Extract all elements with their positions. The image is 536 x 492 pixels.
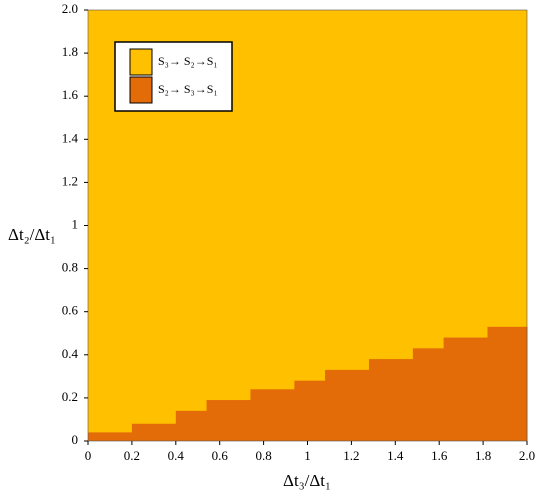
x-tick-label: 1.2 [343,448,359,463]
bar [294,380,326,441]
y-tick-label: 0.6 [62,303,79,318]
y-tick-label: 1.4 [62,130,79,145]
y-tick-label: 0.8 [62,260,78,275]
x-tick-label: 1.8 [475,448,491,463]
y-tick-label: 0.2 [62,389,78,404]
x-tick-label: 2.0 [519,448,535,463]
bar [131,423,177,441]
y-axis-label: Δt₂/Δt₁ [8,225,56,244]
legend-swatch [129,76,153,104]
y-tick-label: 0.4 [62,346,79,361]
y-tick-label: 1.2 [62,173,78,188]
x-tick-label: 1.6 [431,448,448,463]
bar [368,359,414,441]
bar [325,369,370,441]
y-tick-label: 2.0 [62,1,78,16]
y-tick-label: 1.6 [62,87,79,102]
x-tick-label: 0.8 [255,448,271,463]
bar [412,348,445,441]
bar [206,400,251,441]
y-tick-label: 1.8 [62,44,78,59]
y-tick-label: 1 [72,216,79,231]
bar [250,389,295,441]
x-tick-label: 1 [304,448,311,463]
bar [175,410,208,441]
x-tick-label: 0.4 [168,448,185,463]
y-tick-label: 0 [72,432,79,447]
bar [487,326,528,441]
x-tick-label: 0.6 [212,448,229,463]
x-tick-label: 0.2 [124,448,140,463]
legend-text: S₃→ S₂→S₁ [158,54,218,68]
x-tick-label: 0 [85,448,92,463]
legend-text: S₂→ S₃→S₁ [158,82,218,96]
bar [88,432,133,441]
bar [443,337,488,441]
legend-swatch [129,48,153,76]
x-axis-label: Δt₃/Δt₁ [283,471,331,490]
x-tick-label: 1.4 [387,448,404,463]
